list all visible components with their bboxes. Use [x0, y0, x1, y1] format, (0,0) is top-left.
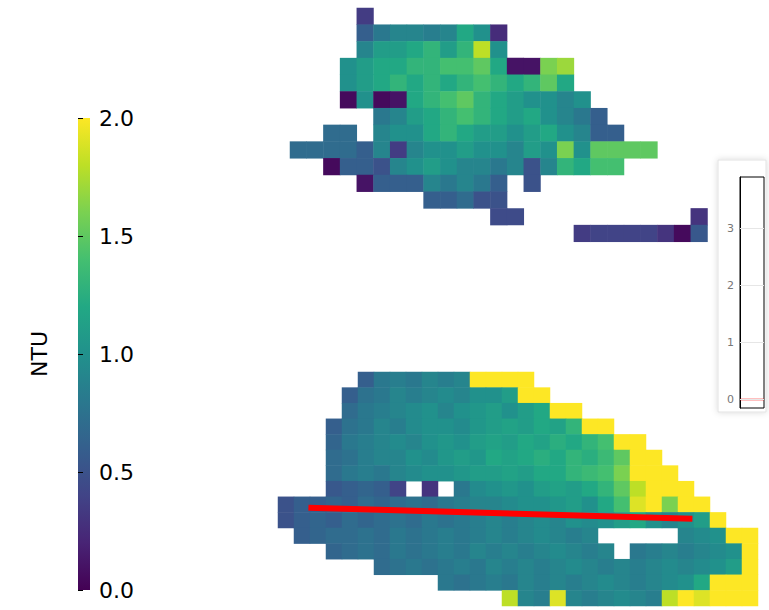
svg-text:1.0: 1.0 [99, 342, 134, 367]
svg-text:NTU: NTU [27, 331, 52, 377]
svg-text:0.5: 0.5 [99, 460, 134, 485]
svg-text:0: 0 [727, 393, 734, 406]
svg-text:2.0: 2.0 [99, 106, 134, 131]
svg-text:0.0: 0.0 [99, 578, 134, 603]
svg-text:3: 3 [727, 222, 734, 235]
svg-text:2: 2 [727, 279, 734, 292]
svg-text:1.5: 1.5 [99, 224, 134, 249]
svg-text:1: 1 [727, 336, 734, 349]
